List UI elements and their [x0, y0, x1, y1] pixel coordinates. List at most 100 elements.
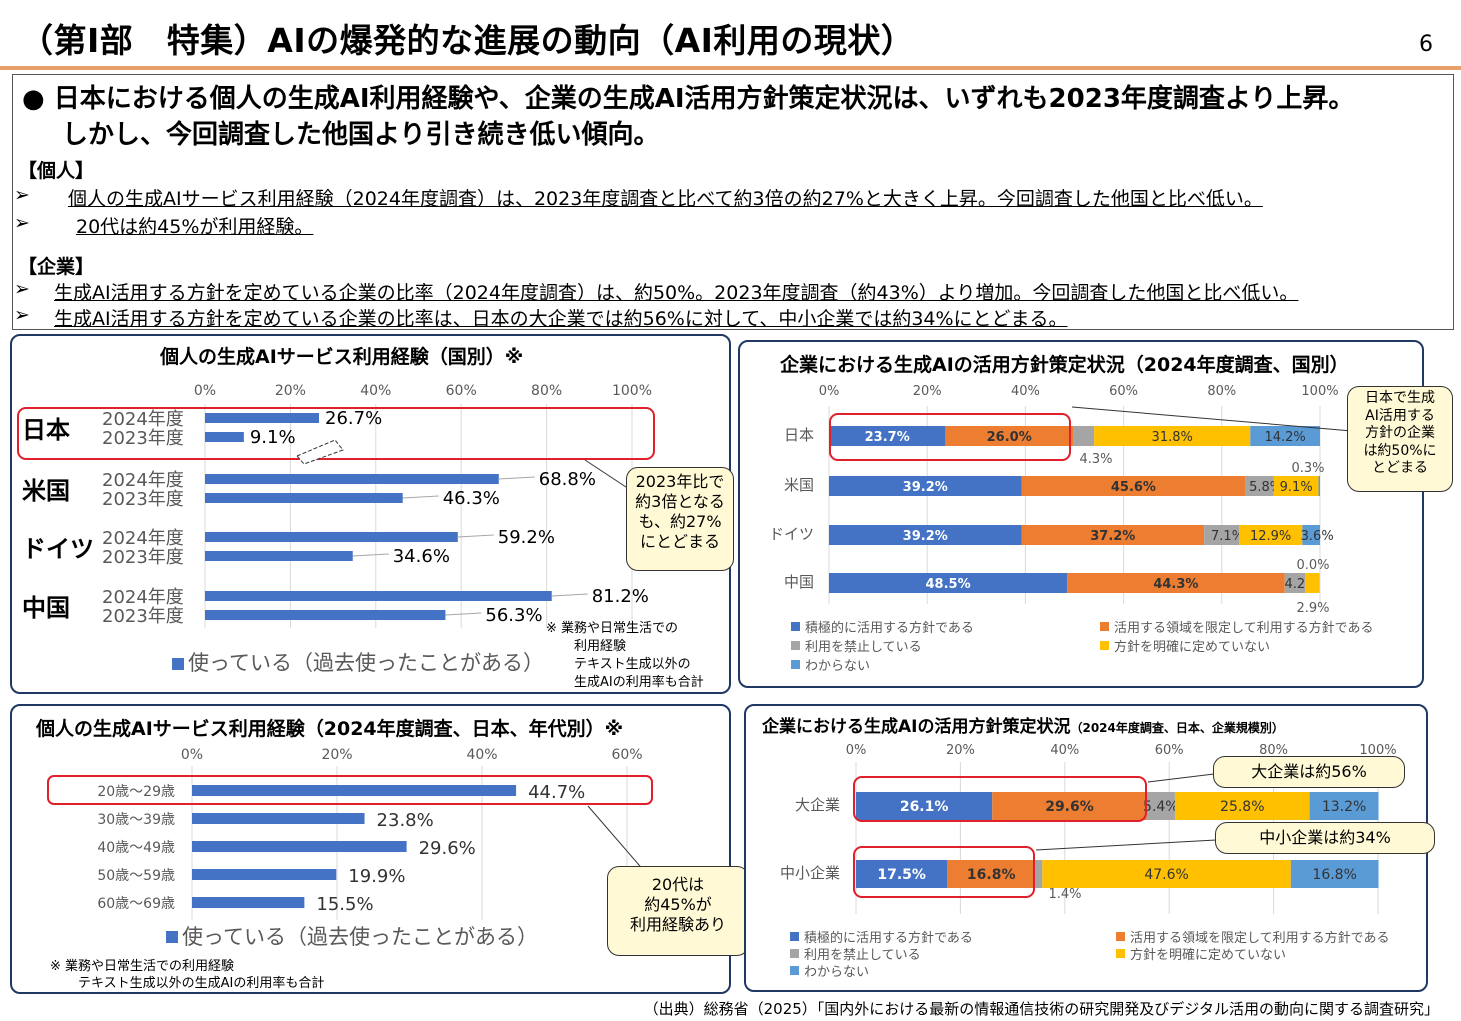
callout-line: は約50%に	[1363, 442, 1437, 459]
x-tick-label: 80%	[1207, 384, 1236, 399]
x-tick-label: 40%	[1050, 743, 1079, 758]
value-label: 81.2%	[592, 586, 649, 607]
outside-label: 0.3%	[1291, 461, 1324, 476]
category-label: 中小企業	[780, 864, 840, 882]
x-tick-label: 60%	[1155, 743, 1184, 758]
outside-label: 0.0%	[1296, 558, 1329, 573]
highlight-box	[853, 776, 1147, 822]
country-label: 中国	[22, 594, 70, 622]
bar-segment	[1021, 525, 1205, 545]
category-label: 米国	[784, 476, 814, 494]
category-label: 大企業	[795, 796, 840, 814]
source-citation: （出典）総務省（2025）「国内外における最新の情報通信技術の研究開発及びデジタ…	[643, 1000, 1439, 1018]
country-label: ドイツ	[22, 535, 94, 563]
segment-label: 26.0%	[987, 430, 1032, 445]
x-tick-label: 20%	[275, 383, 306, 399]
legend-label: 利用を禁止している	[804, 948, 921, 963]
segment-label: 5.4%	[1143, 799, 1179, 815]
legend-label: 方針を明確に定めていない	[1130, 947, 1286, 963]
company-policy-country-chart: 0% 20% 40% 60% 80% 100% 日本 23.7% 26.0% 31.8% 14.2%…	[769, 384, 1374, 674]
segment-label: 29.6%	[1045, 799, 1094, 815]
bar	[192, 897, 305, 908]
highlight-box	[829, 413, 1071, 461]
company-country-callout: 日本で生成 AI活用する 方針の企業 は約50%に とどまる	[1347, 386, 1453, 492]
segment-label: 16.8%	[1312, 867, 1356, 883]
bar	[205, 532, 458, 542]
callout-pointer	[1147, 773, 1215, 783]
legend-label: 活用する領域を限定して利用する方針である	[1130, 930, 1389, 946]
year-label: 2023年度	[102, 606, 184, 627]
segment-label: 31.8%	[1152, 430, 1193, 445]
category-label: 30歳～39歳	[97, 812, 175, 828]
category-label: ドイツ	[769, 525, 814, 543]
x-tick-label: 80%	[531, 383, 562, 399]
x-tick-label: 20%	[913, 384, 942, 399]
summary-box	[12, 74, 1454, 330]
value-label: 15.5%	[316, 894, 373, 915]
x-tick-label: 40%	[360, 383, 391, 399]
bar	[205, 493, 403, 503]
callout-line: にとどまる	[639, 532, 720, 551]
bar-segment	[1318, 476, 1320, 496]
company-label: 【企業】	[18, 256, 95, 278]
country-usage-panel	[10, 334, 731, 694]
segment-label: 23.7%	[865, 430, 910, 445]
age-usage-callout: 20代は 約45%が 利用経験あり	[607, 866, 749, 956]
legend-swatch	[791, 660, 800, 669]
x-tick-label: 100%	[1359, 743, 1396, 758]
summary-headline-2: しかし、今回調査した他国より引き続き低い傾向。	[62, 120, 660, 150]
bar-segment	[1238, 525, 1303, 545]
footnote: テキスト生成以外の生成AIの利用率も合計	[78, 975, 324, 991]
page-title: （第Ⅰ部 特集）AIの爆発的な進展の動向（AI利用の現状）	[20, 21, 915, 60]
bar	[192, 813, 365, 824]
bar-segment	[829, 476, 1022, 496]
bar	[205, 551, 353, 561]
company-item-1: 生成AI活用する方針を定めている企業の比率（2024年度調査）は、約50%。20…	[54, 282, 1299, 304]
x-tick-label: 40%	[466, 747, 497, 763]
segment-label: 3.6%	[1301, 529, 1334, 544]
bar-segment	[945, 426, 1074, 446]
year-label: 2023年度	[102, 428, 184, 449]
bar-segment	[1204, 525, 1239, 545]
legend-swatch	[172, 658, 184, 670]
segment-label: 17.5%	[877, 867, 926, 883]
bar	[205, 591, 552, 601]
leader-line	[445, 612, 482, 616]
x-tick-label: 100%	[612, 383, 652, 399]
bar-segment	[829, 426, 946, 446]
country-label: 米国	[22, 477, 70, 505]
callout-pointer	[1035, 839, 1217, 851]
x-tick-label: 20%	[321, 747, 352, 763]
legend-label: 使っている（過去使ったことがある）	[182, 925, 538, 949]
segment-label: 13.2%	[1322, 799, 1366, 815]
category-label: 60歳～69歳	[97, 896, 175, 912]
bar	[205, 474, 499, 484]
x-tick-label: 0%	[846, 743, 867, 758]
bar-segment	[1021, 476, 1246, 496]
company-policy-country-panel	[738, 340, 1424, 688]
individual-item-1-marker: ➢	[14, 184, 30, 206]
value-label: 29.6%	[419, 838, 476, 859]
leader-line	[498, 476, 535, 480]
year-label: 2024年度	[102, 470, 184, 491]
country-usage-callout: 2023年比で 約3倍となる も、約27% にとどまる	[626, 467, 734, 571]
company-policy-size-title-main: 企業における生成AIの活用方針策定状況	[762, 717, 1071, 737]
callout-pointer	[584, 459, 627, 488]
outside-label: 4.3%	[1079, 452, 1112, 467]
bar-segment	[947, 860, 1036, 888]
legend-label: 積極的に活用する方針である	[805, 620, 974, 636]
category-label: 40歳～49歳	[97, 840, 175, 856]
callout-line: 約45%が	[644, 895, 712, 914]
segment-label: 37.2%	[1090, 529, 1135, 544]
legend-swatch	[791, 622, 800, 631]
year-label: 2024年度	[102, 409, 184, 430]
legend-label: わからない	[805, 659, 870, 674]
legend-label: 利用を禁止している	[805, 640, 922, 655]
legend-label: 使っている（過去使ったことがある）	[188, 651, 544, 675]
callout-line: 方針の企業	[1365, 425, 1435, 441]
year-label: 2023年度	[102, 547, 184, 568]
leader-line	[352, 553, 389, 557]
page-number: 6	[1419, 32, 1433, 57]
x-tick-label: 80%	[1259, 743, 1288, 758]
segment-label: 7.1%	[1211, 529, 1244, 544]
